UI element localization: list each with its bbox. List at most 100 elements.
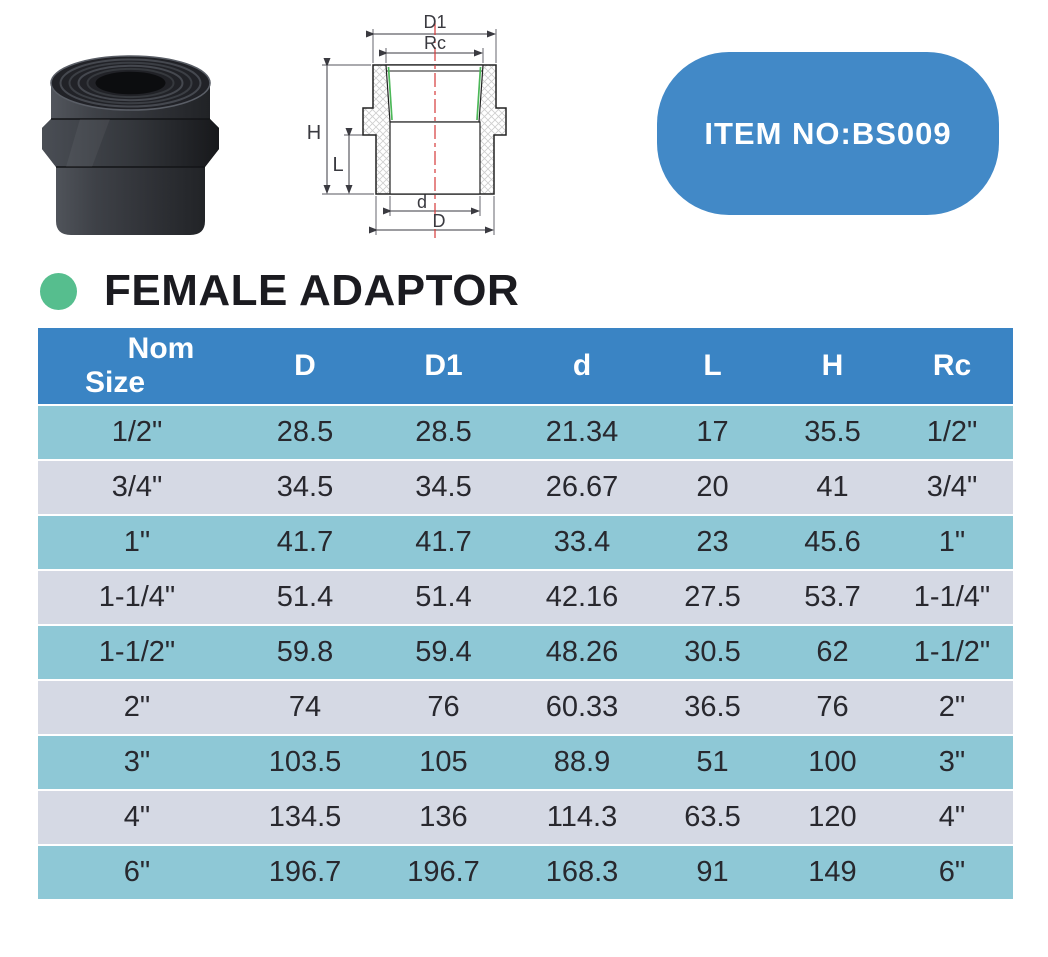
table-cell: 59.8 xyxy=(236,626,374,681)
table-cell: 100 xyxy=(774,736,891,791)
thread-seal-left xyxy=(387,66,393,121)
item-number-label: ITEM NO:BS009 xyxy=(704,115,952,151)
table-cell: 3" xyxy=(891,736,1013,791)
table-cell: 3" xyxy=(38,736,236,791)
table-cell: 1/2" xyxy=(891,406,1013,461)
bullet-icon xyxy=(40,272,77,310)
table-row: 2" 74 76 60.33 36.5 76 2" xyxy=(38,681,1013,736)
table-cell: 2" xyxy=(38,681,236,736)
thread-seal-right xyxy=(476,66,482,121)
table-cell: 48.26 xyxy=(513,626,651,681)
table-cell: 51.4 xyxy=(374,571,513,626)
table-cell: 2" xyxy=(891,681,1013,736)
table-cell: 51 xyxy=(651,736,774,791)
table-cell: 105 xyxy=(374,736,513,791)
table-cell: 3/4" xyxy=(891,461,1013,516)
table-cell: 120 xyxy=(774,791,891,846)
dim-label-d1: D1 xyxy=(423,12,446,32)
table-cell: 114.3 xyxy=(513,791,651,846)
table-cell: 1-1/4" xyxy=(891,571,1013,626)
table-cell: 91 xyxy=(651,846,774,901)
column-header: H xyxy=(774,328,891,406)
item-number-badge: ITEM NO:BS009 xyxy=(657,52,999,215)
table-row: 1" 41.7 41.7 33.4 23 45.6 1" xyxy=(38,516,1013,571)
table-cell: 23 xyxy=(651,516,774,571)
table-cell: 53.7 xyxy=(774,571,891,626)
table-cell: 196.7 xyxy=(374,846,513,901)
table-cell: 28.5 xyxy=(236,406,374,461)
table-row: 3/4" 34.5 34.5 26.67 20 41 3/4" xyxy=(38,461,1013,516)
table-row: 1/2" 28.5 28.5 21.34 17 35.5 1/2" xyxy=(38,406,1013,461)
table-row: 3" 103.5 105 88.9 51 100 3" xyxy=(38,736,1013,791)
table-cell: 21.34 xyxy=(513,406,651,461)
table-row: 4" 134.5 136 114.3 63.5 120 4" xyxy=(38,791,1013,846)
table-cell: 34.5 xyxy=(236,461,374,516)
table-cell: 149 xyxy=(774,846,891,901)
table-cell: 3/4" xyxy=(38,461,236,516)
table-cell: 63.5 xyxy=(651,791,774,846)
table-cell: 35.5 xyxy=(774,406,891,461)
table-cell: 1-1/2" xyxy=(891,626,1013,681)
table-cell: 1-1/4" xyxy=(38,571,236,626)
table-cell: 27.5 xyxy=(651,571,774,626)
table-cell: 4" xyxy=(891,791,1013,846)
table-cell: 6" xyxy=(38,846,236,901)
product-photo-image xyxy=(42,55,219,235)
table-cell: 196.7 xyxy=(236,846,374,901)
technical-diagram: D1 Rc H L d D xyxy=(292,8,546,248)
dim-label-d-outer: D xyxy=(433,211,446,231)
table-cell: 26.67 xyxy=(513,461,651,516)
dim-label-d-inner: d xyxy=(417,192,427,212)
column-header: d xyxy=(513,328,651,406)
spec-table: Nom Size D D1 d L H Rc 1/2" 28.5 28.5 21.34 17 35.5 1… xyxy=(38,328,1013,901)
table-cell: 103.5 xyxy=(236,736,374,791)
technical-diagram-image: D1 Rc H L d D xyxy=(307,12,507,238)
table-cell: 33.4 xyxy=(513,516,651,571)
column-header: D1 xyxy=(374,328,513,406)
table-cell: 34.5 xyxy=(374,461,513,516)
table-cell: 20 xyxy=(651,461,774,516)
table-cell: 1" xyxy=(38,516,236,571)
table-cell: 59.4 xyxy=(374,626,513,681)
dim-label-h: H xyxy=(307,122,321,144)
table-cell: 17 xyxy=(651,406,774,461)
table-row: 1-1/4" 51.4 51.4 42.16 27.5 53.7 1-1/4" xyxy=(38,571,1013,626)
table-cell: 51.4 xyxy=(236,571,374,626)
table-cell: 60.33 xyxy=(513,681,651,736)
socket-bore xyxy=(95,71,166,95)
table-row: 6" 196.7 196.7 168.3 91 149 6" xyxy=(38,846,1013,901)
table-cell: 76 xyxy=(774,681,891,736)
table-cell: 76 xyxy=(374,681,513,736)
dim-label-rc: Rc xyxy=(424,33,446,53)
table-header-row: Nom Size D D1 d L H Rc xyxy=(38,328,1013,406)
hex-section xyxy=(42,119,219,167)
table-cell: 62 xyxy=(774,626,891,681)
column-header: Nom Size xyxy=(38,328,236,406)
table-cell: 30.5 xyxy=(651,626,774,681)
table-cell: 136 xyxy=(374,791,513,846)
table-cell: 41.7 xyxy=(374,516,513,571)
table-cell: 41 xyxy=(774,461,891,516)
table-cell: 41.7 xyxy=(236,516,374,571)
table-cell: 1-1/2" xyxy=(38,626,236,681)
table-cell: 168.3 xyxy=(513,846,651,901)
table-cell: 4" xyxy=(38,791,236,846)
table-cell: 1/2" xyxy=(38,406,236,461)
page-title: FEMALE ADAPTOR xyxy=(104,266,520,315)
column-header: L xyxy=(651,328,774,406)
table-cell: 28.5 xyxy=(374,406,513,461)
column-header: D xyxy=(236,328,374,406)
table-cell: 88.9 xyxy=(513,736,651,791)
table-cell: 42.16 xyxy=(513,571,651,626)
section-title-row: FEMALE ADAPTOR xyxy=(40,266,519,316)
table-cell: 36.5 xyxy=(651,681,774,736)
table-cell: 134.5 xyxy=(236,791,374,846)
column-header: Rc xyxy=(891,328,1013,406)
table-cell: 74 xyxy=(236,681,374,736)
table-cell: 45.6 xyxy=(774,516,891,571)
table-row: 1-1/2" 59.8 59.4 48.26 30.5 62 1-1/2" xyxy=(38,626,1013,681)
table-cell: 1" xyxy=(891,516,1013,571)
dim-label-l: L xyxy=(332,154,343,176)
table-cell: 6" xyxy=(891,846,1013,901)
